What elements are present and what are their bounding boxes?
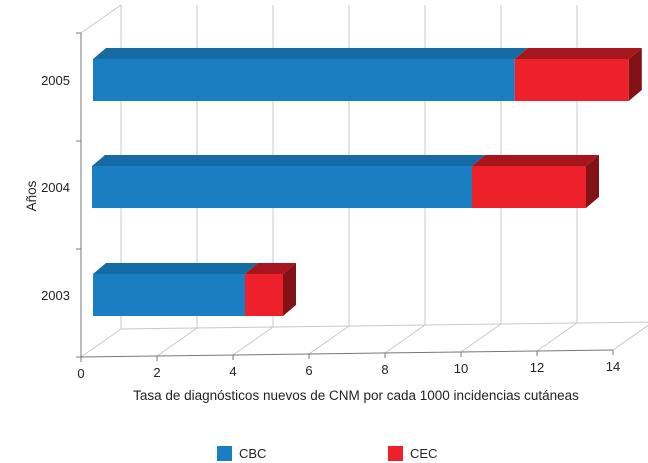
floor-line-6 <box>308 325 350 355</box>
x-tick-label-12: 12 <box>530 360 544 375</box>
x-axis-label: Tasa de diagnósticos nuevos de CNM por c… <box>133 388 579 403</box>
y-tick-label-2004: 2004 <box>41 180 70 195</box>
floor-line-0 <box>80 328 122 358</box>
x-tick-label-2: 2 <box>153 365 160 380</box>
x-tick-label-14: 14 <box>606 359 620 374</box>
y-axis-label: Años <box>24 180 39 211</box>
floor-line-10 <box>460 323 502 353</box>
x-axis-line <box>80 349 614 358</box>
legend-label-cbc: CBC <box>239 446 266 461</box>
legend-label-cec: CEC <box>410 446 437 461</box>
y-tick-label-2003: 2003 <box>41 288 70 303</box>
bar-2005-cbc <box>93 48 528 101</box>
x-tick-label-0: 0 <box>77 366 84 381</box>
floor-line-14 <box>612 324 648 351</box>
bar-2004-cbc <box>92 155 485 208</box>
x-tick-label-8: 8 <box>381 362 388 377</box>
y-tick-label-2005: 2005 <box>41 73 70 88</box>
bars <box>92 48 642 316</box>
bar-2003-cec <box>245 263 296 316</box>
axes <box>76 32 614 362</box>
legend-swatch-cec <box>388 446 403 461</box>
x-tick-label-4: 4 <box>229 364 236 379</box>
bar-2005-cec <box>514 48 642 101</box>
bar-2003-cbc <box>93 263 258 316</box>
floor-line-4 <box>232 326 274 356</box>
y-tick-labels: 2003 2004 2005 <box>41 73 70 303</box>
x-tick-label-10: 10 <box>454 361 468 376</box>
legend: CBC CEC <box>217 446 437 461</box>
side-wall-top-edge <box>80 4 122 34</box>
floor-line-2 <box>156 327 198 357</box>
floor-line-12 <box>536 322 578 352</box>
bar-2004-cec <box>472 155 599 208</box>
x-tick-labels: 0 2 4 6 8 10 12 14 <box>77 359 620 381</box>
legend-swatch-cbc <box>217 446 232 461</box>
floor-back-edge <box>120 321 648 330</box>
floor-line-8 <box>384 324 426 354</box>
x-tick-label-6: 6 <box>305 363 312 378</box>
